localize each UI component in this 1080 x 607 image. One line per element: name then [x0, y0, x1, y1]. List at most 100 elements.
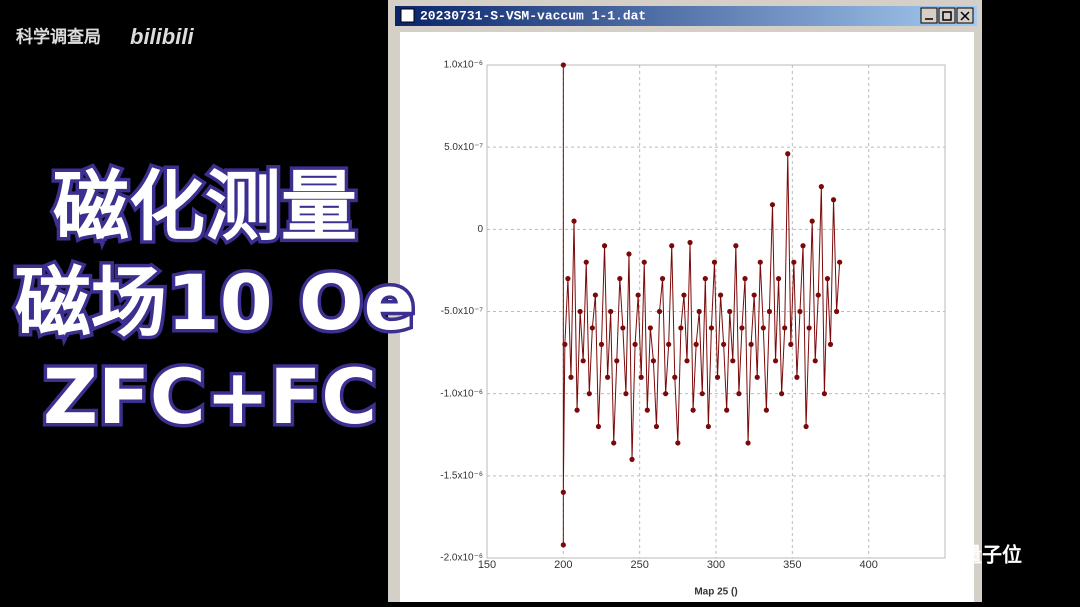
data-point [589, 325, 595, 331]
data-point [611, 440, 617, 446]
data-point [742, 276, 748, 282]
data-point [595, 423, 602, 430]
data-point [745, 440, 751, 446]
data-point [757, 259, 763, 265]
data-point [690, 407, 696, 413]
data-point [626, 251, 632, 257]
data-point [724, 407, 730, 413]
data-line [562, 65, 841, 545]
x-tick-label: 400 [859, 559, 877, 571]
data-point [565, 276, 571, 282]
data-point [592, 292, 598, 298]
data-point [601, 243, 608, 249]
data-point [803, 423, 809, 430]
caption-line: ZFC+FC [43, 352, 377, 441]
data-point [775, 276, 782, 282]
y-tick-label: 0 [477, 224, 483, 235]
data-point [754, 374, 760, 380]
data-point [824, 276, 831, 282]
data-point [608, 308, 614, 315]
data-point [656, 308, 663, 315]
data-point [772, 358, 779, 364]
data-point [580, 358, 586, 364]
window-buttons[interactable] [920, 7, 974, 24]
data-point [748, 341, 754, 347]
data-point [791, 259, 797, 265]
data-point [834, 308, 840, 315]
data-point [699, 391, 705, 397]
window-title: 20230731-S-VSM-vaccum 1-1.dat [420, 8, 646, 23]
plot-panel [400, 32, 974, 602]
data-point [605, 374, 611, 380]
plot: -2.0x10⁻⁶ -1.5x10⁻⁶ -1.0x10⁻⁶ -5.0x10⁻⁷ 0 5.0… [440, 60, 945, 571]
y-tick-label: -1.0x10⁻⁶ [440, 388, 483, 399]
data-point [586, 391, 592, 397]
data-point [675, 440, 681, 446]
y-tick-label: 5.0x10⁻⁷ [444, 142, 483, 153]
data-point [794, 374, 800, 380]
data-point [721, 341, 727, 347]
data-point [705, 423, 711, 430]
data-point [617, 276, 623, 282]
data-point [809, 218, 815, 224]
data-point [560, 62, 566, 68]
data-point [760, 325, 766, 331]
data-point [730, 358, 736, 364]
x-tick-label: 250 [630, 559, 648, 571]
data-point [739, 325, 745, 331]
data-point [769, 202, 776, 208]
y-tick-label: -2.0x10⁻⁶ [440, 553, 483, 564]
data-point [736, 391, 742, 397]
data-point [598, 341, 605, 347]
data-point [644, 407, 650, 413]
data-point [681, 292, 687, 298]
caption-line: 磁场10 Oe [15, 258, 415, 347]
data-point [711, 259, 718, 265]
data-point [614, 358, 620, 364]
x-tick-label: 150 [478, 559, 496, 571]
data-point [560, 489, 566, 495]
data-point [669, 243, 675, 249]
data-point [797, 308, 803, 315]
x-tick-label: 350 [783, 559, 801, 571]
data-point [672, 374, 678, 380]
data-point [629, 456, 635, 462]
data-point [659, 276, 666, 282]
data-point [779, 391, 785, 397]
data-point [806, 325, 812, 331]
data-point [727, 308, 733, 315]
data-point [666, 341, 672, 347]
data-point [560, 542, 566, 548]
data-point [647, 325, 653, 331]
caption-line: 磁化测量 [53, 162, 357, 251]
data-point [562, 341, 568, 347]
x-axis-label: Map 25 () [694, 587, 737, 598]
data-point [782, 325, 788, 331]
data-point [687, 239, 693, 246]
minimize-button[interactable] [920, 7, 938, 24]
x-tick-label: 200 [554, 559, 572, 571]
data-point [571, 218, 577, 224]
data-point [766, 308, 773, 315]
data-point [714, 374, 721, 380]
window-icon [400, 8, 415, 23]
data-point [830, 197, 837, 203]
corner-watermark: 量子位 [962, 542, 1022, 566]
data-point [684, 358, 690, 364]
data-point [583, 259, 589, 265]
y-tick-label: -5.0x10⁻⁷ [441, 306, 484, 317]
data-point [763, 407, 769, 413]
data-point [785, 151, 791, 157]
data-point [733, 243, 739, 249]
button-glyphs [925, 11, 970, 21]
data-point [641, 259, 647, 265]
data-point [827, 341, 834, 347]
bilibili-logo: bilibili [130, 24, 194, 49]
data-point [708, 325, 715, 331]
data-point [812, 358, 818, 364]
data-point [815, 292, 821, 298]
data-point [821, 391, 827, 397]
data-point [623, 391, 629, 397]
data-point [837, 259, 843, 265]
